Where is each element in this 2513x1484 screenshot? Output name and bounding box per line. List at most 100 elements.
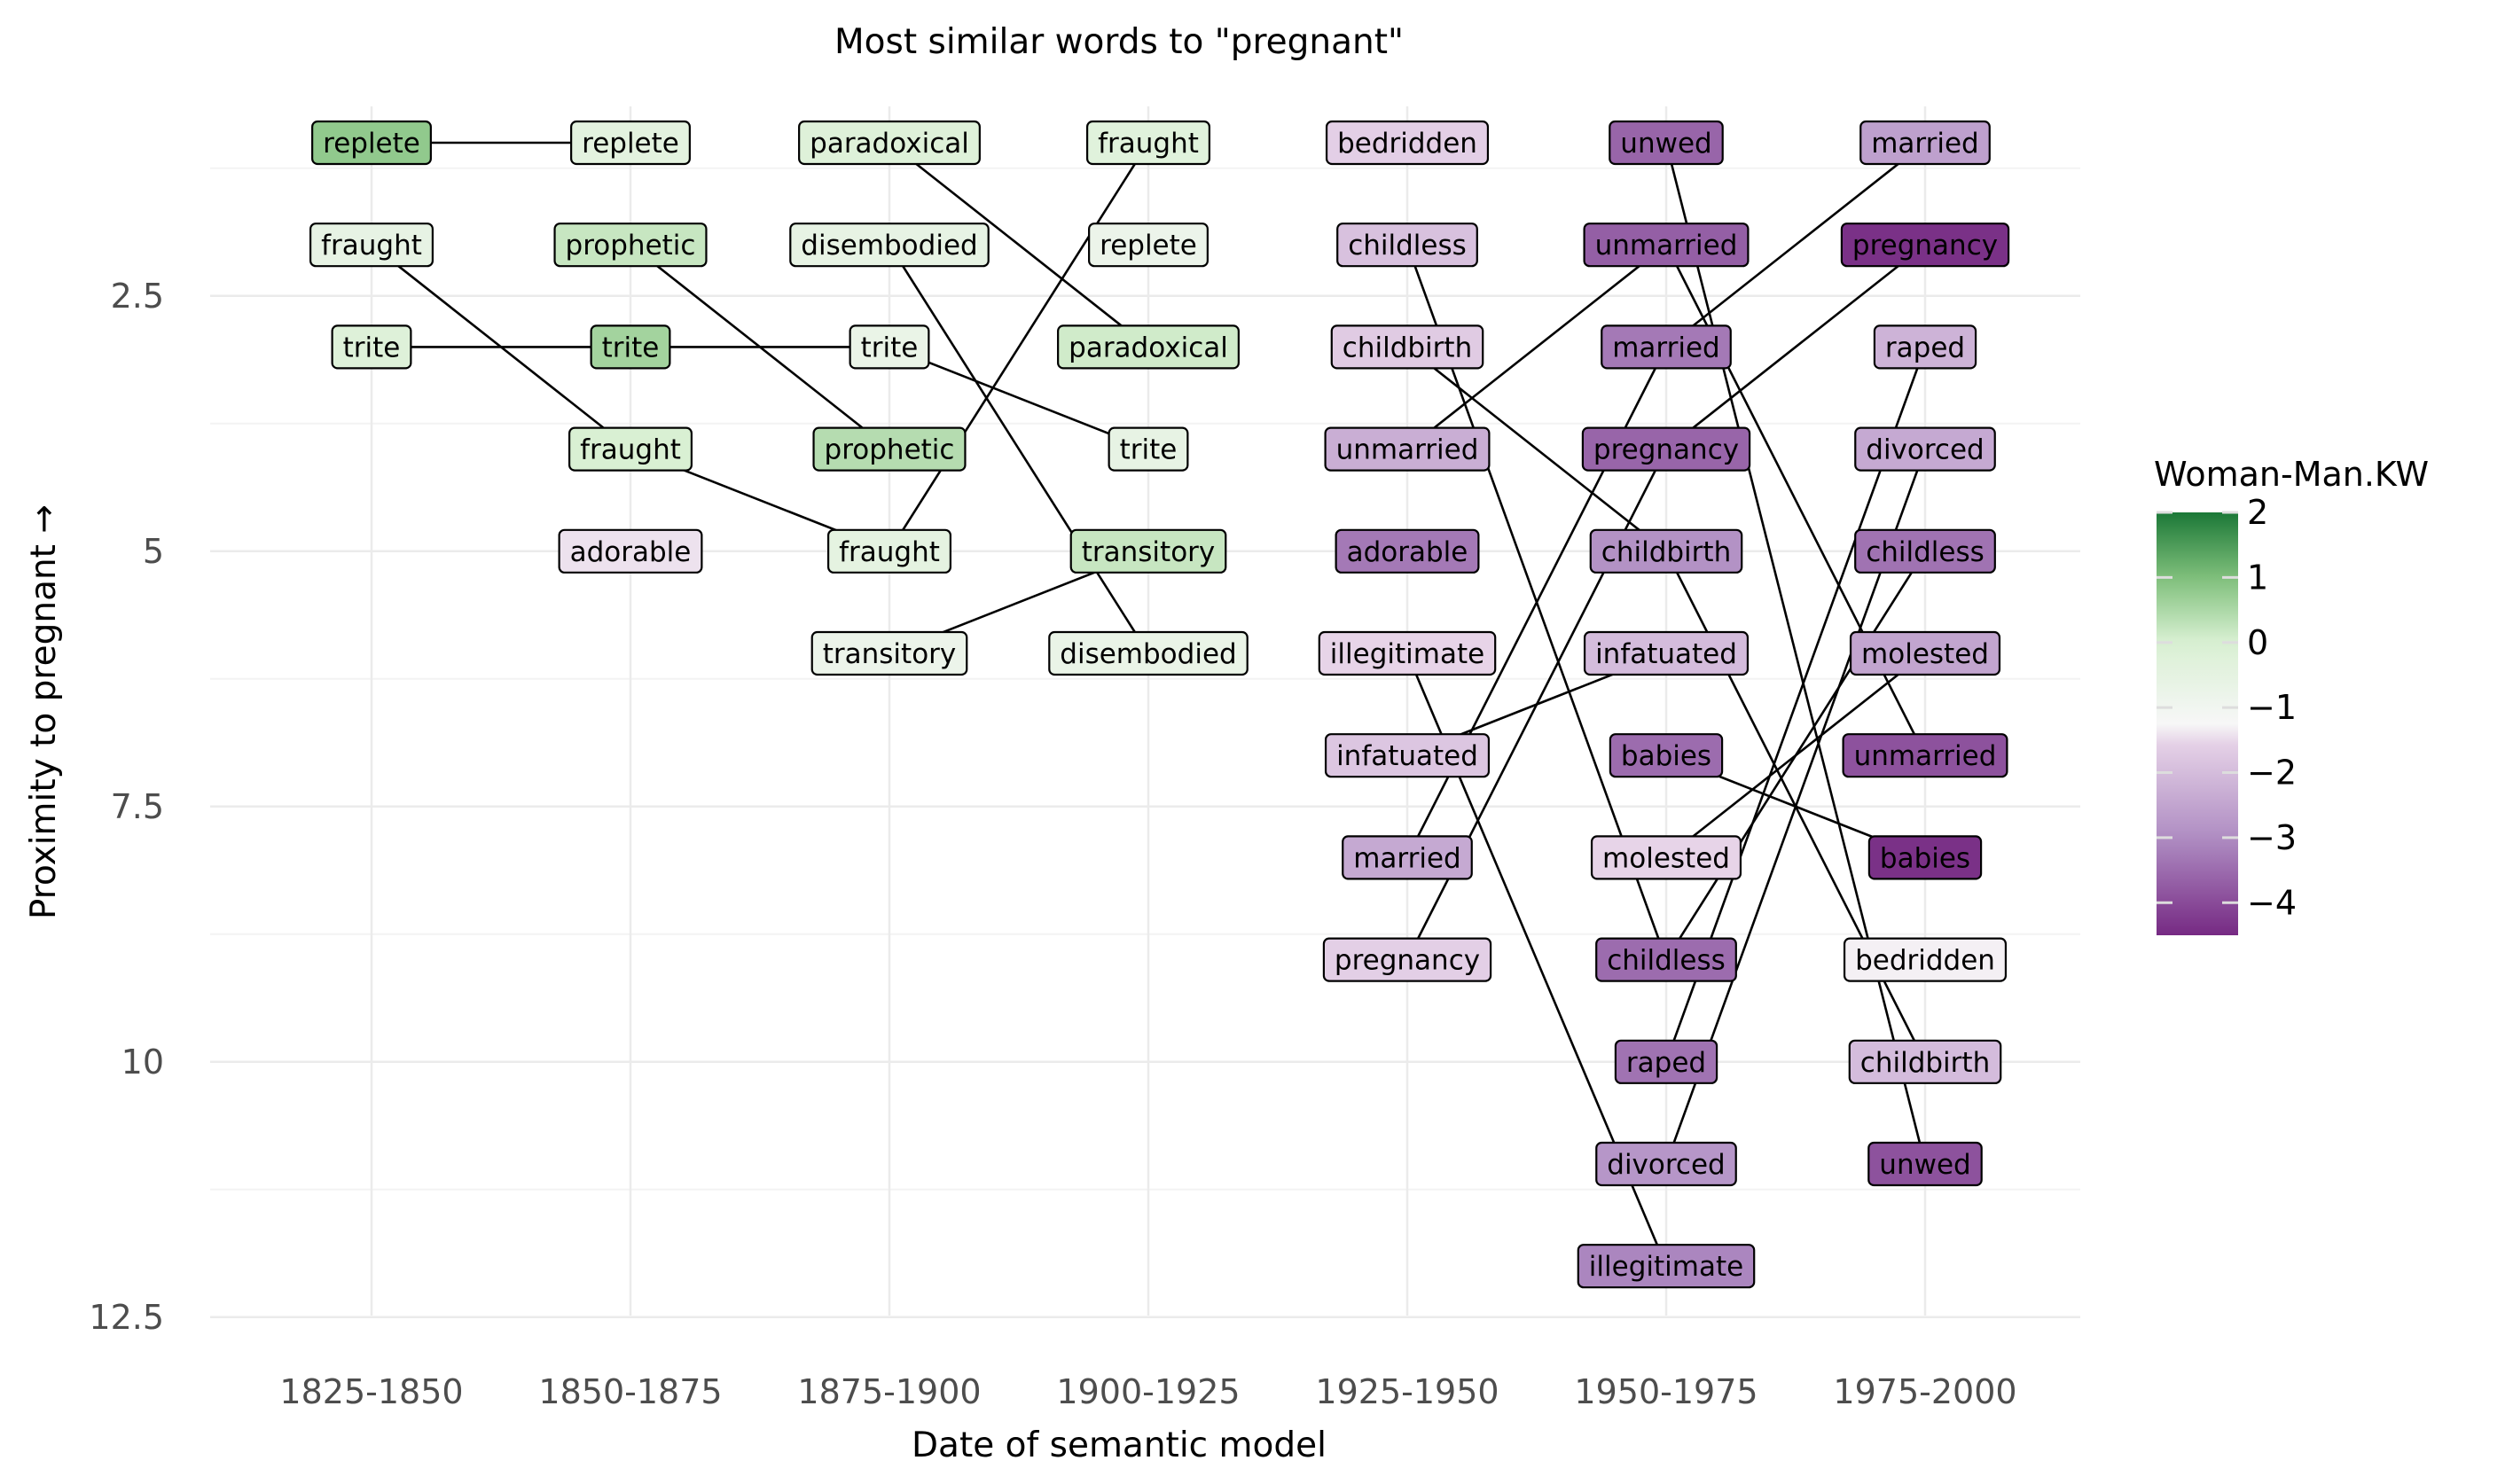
word-label: unwed: [1867, 1141, 1983, 1187]
word-label: infatuated: [1324, 733, 1491, 778]
word-label-text: divorced: [1607, 1149, 1725, 1181]
word-label-box: [1849, 630, 2001, 676]
word-label-text: unmarried: [1336, 434, 1479, 466]
word-label-text: prophetic: [825, 434, 955, 466]
chart-title: Most similar words to "pregnant": [834, 22, 1404, 62]
word-label: molested: [1590, 835, 1742, 880]
word-label-box: [798, 120, 981, 166]
word-label-text: molested: [1602, 842, 1730, 874]
word-label-box: [1048, 630, 1249, 676]
word-label-text: replete: [1100, 230, 1197, 262]
legend-tick-label: −2: [2247, 754, 2297, 793]
word-label-box: [1088, 223, 1209, 268]
word-label-box: [1854, 426, 1996, 472]
connector-line: [1405, 449, 1668, 961]
word-label-text: babies: [1880, 842, 1970, 874]
word-label-box: [1318, 630, 1497, 676]
word-label: fraught: [568, 426, 693, 472]
word-label-text: transitory: [823, 638, 957, 670]
word-label-text: unwed: [1620, 128, 1711, 160]
word-label: fraught: [827, 528, 951, 574]
word-label-text: adorable: [570, 536, 692, 568]
legend-tick-label: 0: [2247, 623, 2268, 662]
word-label-box: [1595, 1141, 1737, 1187]
word-label: illegitimate: [1318, 630, 1497, 676]
word-label-text: adorable: [1347, 536, 1468, 568]
word-label: illegitimate: [1577, 1244, 1756, 1289]
word-label-box: [1336, 223, 1478, 268]
word-label: pregnancy: [1322, 937, 1492, 982]
word-label: raped: [1614, 1039, 1718, 1084]
word-label-text: fraught: [839, 536, 940, 568]
word-label-text: married: [1612, 332, 1720, 363]
word-label-box: [1859, 120, 1991, 166]
word-label: childbirth: [1330, 324, 1484, 370]
word-label: childless: [1854, 528, 1996, 574]
word-label-text: bedridden: [1337, 128, 1477, 160]
word-label-box: [812, 426, 967, 472]
word-label: prophetic: [553, 223, 708, 268]
word-label: fraught: [1086, 120, 1210, 166]
word-label-box: [827, 528, 951, 574]
word-label-text: childbirth: [1860, 1047, 1990, 1079]
word-label: babies: [1867, 835, 1983, 880]
word-label-box: [789, 223, 990, 268]
word-label-text: pregnancy: [1852, 230, 1998, 262]
word-label: prophetic: [812, 426, 967, 472]
word-label: trite: [331, 324, 412, 370]
word-label-box: [1057, 324, 1240, 370]
y-tick-label: 12.5: [89, 1298, 164, 1337]
word-label: fraught: [309, 223, 434, 268]
word-label-text: raped: [1626, 1047, 1706, 1079]
word-label: adorable: [558, 528, 703, 574]
word-label-box: [1842, 733, 2008, 778]
word-label: transitory: [1069, 528, 1227, 574]
word-label-text: raped: [1885, 332, 1965, 363]
word-label-box: [331, 324, 412, 370]
word-label: adorable: [1335, 528, 1480, 574]
connector-line: [1665, 141, 1926, 348]
word-label-box: [1867, 1141, 1983, 1187]
word-label-box: [1840, 223, 2010, 268]
word-label-text: fraught: [580, 434, 681, 466]
word-label-box: [1086, 120, 1210, 166]
word-label-text: illegitimate: [1330, 638, 1484, 670]
word-label-text: married: [1871, 128, 1979, 160]
legend-tick-label: 2: [2247, 493, 2268, 532]
word-label: unwed: [1609, 120, 1724, 166]
word-label: infatuated: [1583, 630, 1750, 676]
word-label-box: [590, 324, 671, 370]
word-label: pregnancy: [1581, 426, 1751, 472]
word-label-text: prophetic: [566, 230, 696, 262]
word-label-text: disembodied: [1060, 638, 1236, 670]
word-label: replete: [1088, 223, 1209, 268]
legend-tick-label: −1: [2247, 688, 2297, 727]
word-label: married: [1859, 120, 1991, 166]
word-label-box: [558, 528, 703, 574]
word-label-text: trite: [602, 332, 660, 363]
word-label-box: [1335, 528, 1480, 574]
word-label-text: replete: [582, 128, 679, 160]
word-label-text: illegitimate: [1589, 1251, 1743, 1283]
word-label-box: [1614, 1039, 1718, 1084]
word-label-box: [1854, 528, 1996, 574]
x-tick-label: 1825-1850: [279, 1372, 463, 1411]
word-label: molested: [1849, 630, 2001, 676]
connector-line: [1665, 244, 1926, 450]
word-label-box: [1069, 528, 1227, 574]
word-label-box: [1577, 1244, 1756, 1289]
word-label-text: trite: [861, 332, 919, 363]
axes: Most similar words to "pregnant" Date of…: [24, 22, 2017, 1465]
word-label-text: paradoxical: [1069, 332, 1228, 363]
legend-colorbar: [2157, 512, 2238, 935]
word-label-text: babies: [1621, 740, 1711, 772]
word-label: divorced: [1854, 426, 1996, 472]
word-label-text: replete: [323, 128, 420, 160]
y-tick-label: 7.5: [111, 787, 164, 826]
y-axis-title: Proximity to pregnant →: [24, 504, 64, 919]
word-label-text: bedridden: [1855, 945, 1995, 977]
x-tick-label: 1925-1950: [1315, 1372, 1499, 1411]
word-label-text: unwed: [1879, 1149, 1970, 1181]
word-label-text: molested: [1861, 638, 1989, 670]
